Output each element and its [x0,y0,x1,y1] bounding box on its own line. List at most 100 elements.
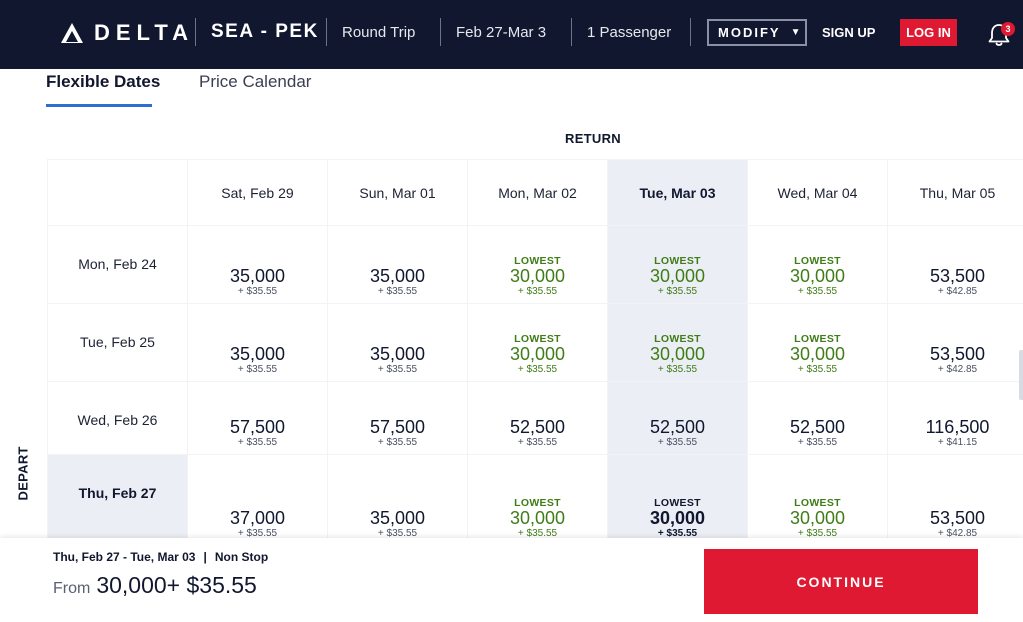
active-tab-indicator [46,104,152,107]
fare-miles: 30,000 [509,344,566,364]
depart-date-header: Thu, Feb 27 [48,455,187,545]
from-label: From [53,580,91,597]
notification-count-badge: 3 [1001,22,1015,36]
notifications-button[interactable]: 3 [987,20,1015,48]
fare-cell[interactable]: LOWEST 30,000 + $35.55 [608,304,747,381]
fare-miles: 30,000 [789,266,846,286]
fare-miles: 30,000 [509,266,566,286]
fare-content: 52,500 + $35.55 [608,417,747,449]
fare-miles: 35,000 [369,344,426,364]
continue-button[interactable]: CONTINUE [704,549,978,614]
flexible-dates-grid: Sat, Feb 29 Sun, Mar 01 Mon, Mar 02 Tue, Ma… [47,159,1023,545]
fare-miles: 37,000 [229,508,286,528]
depart-date-header: Mon, Feb 24 [48,226,187,303]
fare-taxes: + $35.55 [657,286,698,297]
fare-content: 53,500 + $42.85 [888,266,1023,298]
fare-cell[interactable]: 35,000 + $35.55 [328,304,467,381]
fare-cell[interactable]: 35,000 + $35.55 [188,304,327,381]
fare-miles: 57,500 [229,417,286,437]
fare-content: 35,000 + $35.55 [328,344,467,376]
fare-cell[interactable]: LOWEST 30,000 + $35.55 [748,304,887,381]
lowest-fare-badge: LOWEST [514,255,561,267]
price-summary: From 30,000+ $35.55 [53,572,257,599]
fare-taxes: + $35.55 [377,437,418,448]
fare-cell[interactable]: LOWEST 30,000 + $35.55 [608,455,747,545]
fare-taxes: + $35.55 [237,286,278,297]
fare-cell[interactable]: LOWEST 30,000 + $35.55 [608,226,747,303]
route-label: SEA - PEK [211,21,319,42]
fare-taxes: + $35.55 [237,528,278,539]
fare-content: 35,000 + $35.55 [188,266,327,298]
fare-miles: 35,000 [229,266,286,286]
modify-search-button[interactable]: MODIFY ▼ [707,19,807,46]
fare-cell[interactable]: LOWEST 30,000 + $35.55 [468,226,607,303]
return-date-header: Thu, Mar 05 [888,160,1023,225]
grid-corner-cell [48,160,187,225]
fare-miles: 116,500 [925,417,990,437]
fare-cell[interactable]: 53,500 + $42.85 [888,304,1023,381]
header-divider [326,18,327,46]
fare-cell[interactable]: 57,500 + $35.55 [188,382,327,454]
trip-type-label: Round Trip [342,24,416,41]
fare-taxes: + $42.85 [937,528,978,539]
fare-cell[interactable]: LOWEST 30,000 + $35.55 [468,455,607,545]
lowest-fare-badge: LOWEST [794,497,841,509]
fare-cell[interactable]: 35,000 + $35.55 [328,226,467,303]
return-date-header: Sat, Feb 29 [188,160,327,225]
fare-cell[interactable]: LOWEST 30,000 + $35.55 [468,304,607,381]
fare-taxes: + $35.55 [377,364,418,375]
fare-content: 35,000 + $35.55 [188,344,327,376]
brand-name: DELTA [94,20,195,45]
fare-cell[interactable]: 35,000 + $35.55 [328,455,467,545]
fare-content: 35,000 + $35.55 [328,267,467,298]
header-divider [195,18,196,46]
fare-cell[interactable]: 116,500 + $41.15 [888,382,1023,454]
fare-taxes: + $35.55 [517,528,558,539]
fare-taxes: + $35.55 [657,528,698,539]
summary-dates: Thu, Feb 27 - Tue, Mar 03 [53,550,196,564]
lowest-fare-badge: LOWEST [654,497,701,509]
fare-content: 57,500 + $35.55 [328,418,467,449]
fare-taxes: + $35.55 [797,364,838,375]
sign-up-link[interactable]: SIGN UP [822,25,876,40]
modify-label: MODIFY [718,25,781,40]
fare-cell[interactable]: 52,500 + $35.55 [608,382,747,454]
return-date-header: Sun, Mar 01 [328,160,467,225]
fare-taxes: + $42.85 [937,286,978,297]
tab-flexible-dates[interactable]: Flexible Dates [46,72,161,91]
top-navigation-bar: DELTA SEA - PEK Round Trip Feb 27-Mar 3 … [0,0,1023,69]
fare-miles: 53,500 [929,266,986,286]
fare-content: 116,500 + $41.15 [888,417,1023,449]
fare-cell[interactable]: 35,000 + $35.55 [188,226,327,303]
log-in-button[interactable]: LOG IN [900,19,957,46]
fare-cell[interactable]: 52,500 + $35.55 [468,382,607,454]
selection-footer: Thu, Feb 27 - Tue, Mar 03 | Non Stop From … [0,538,1023,622]
fare-miles: 52,500 [649,417,706,437]
fare-cell[interactable]: 37,000 + $35.55 [188,455,327,545]
fare-content: 37,000 + $35.55 [188,508,327,540]
side-panel-handle[interactable] [1019,350,1023,400]
fare-taxes: + $35.55 [377,286,418,297]
fare-content: LOWEST 30,000 + $35.55 [608,497,747,539]
fare-taxes: + $35.55 [657,437,698,448]
fare-content: LOWEST 30,000 + $35.55 [608,333,747,375]
fare-cell[interactable]: 53,500 + $42.85 [888,226,1023,303]
fare-miles: 35,000 [229,344,286,364]
fare-taxes: + $42.85 [937,364,978,375]
fare-miles: 53,500 [929,508,986,528]
fare-miles: 52,500 [789,417,846,437]
tab-price-calendar[interactable]: Price Calendar [199,72,312,91]
lowest-fare-badge: LOWEST [794,255,841,267]
fare-content: 57,500 + $35.55 [188,417,327,449]
fare-cell[interactable]: 57,500 + $35.55 [328,382,467,454]
fare-cell[interactable]: LOWEST 30,000 + $35.55 [748,226,887,303]
delta-logo[interactable]: DELTA [60,20,194,46]
fare-cell[interactable]: 53,500 + $42.85 [888,455,1023,545]
lowest-fare-badge: LOWEST [514,497,561,509]
passenger-count-label: 1 Passenger [587,24,672,41]
fare-taxes: + $41.15 [937,437,978,448]
fare-cell[interactable]: LOWEST 30,000 + $35.55 [748,455,887,545]
fare-miles: 30,000 [649,508,706,528]
fare-cell[interactable]: 52,500 + $35.55 [748,382,887,454]
summary-stops: Non Stop [214,550,269,564]
